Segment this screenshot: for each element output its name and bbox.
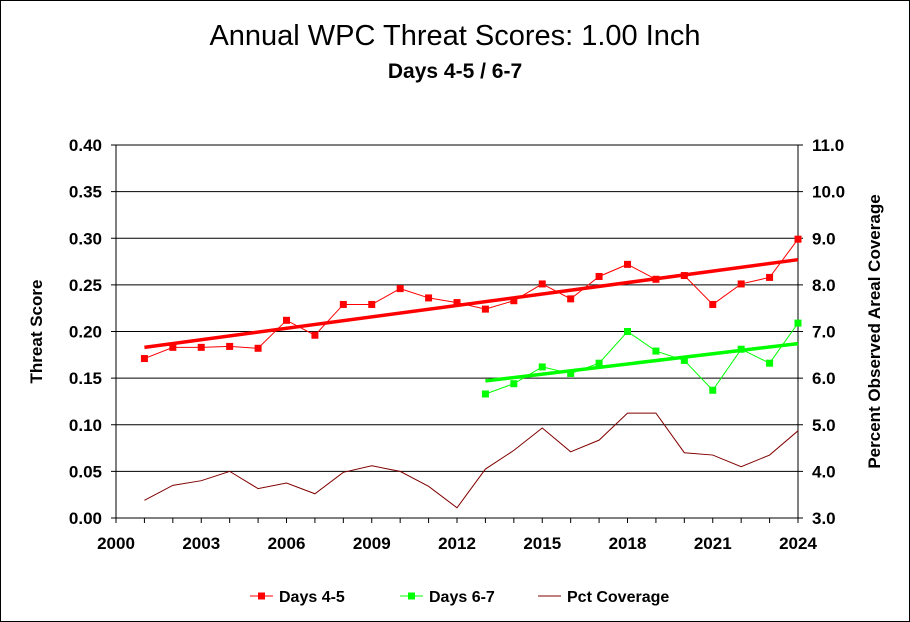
chart-subtitle: Days 4-5 / 6-7	[387, 60, 523, 83]
axis-ticks: 0.00 0.05 0.10 0.15 0.20 0.25 0.30 0.35 0.40 3.0 4…	[69, 136, 845, 553]
y2-tick-label: 11.0	[812, 136, 844, 155]
x-tick-label: 2000	[97, 534, 135, 553]
data-point-days-6-7	[709, 386, 717, 394]
data-point-days-4-5	[311, 331, 319, 339]
y-tick-label: 0.00	[69, 509, 102, 528]
legend: Days 4-5 Days 6-7 Pct Coverage	[250, 589, 669, 606]
y-tick-label: 0.15	[69, 369, 102, 388]
y2-tick-label: 5.0	[812, 416, 836, 435]
data-point-days-6-7	[680, 356, 688, 364]
data-point-days-6-7	[510, 380, 518, 388]
y2-tick-label: 3.0	[812, 509, 836, 528]
x-tick-label: 2012	[438, 534, 476, 553]
data-point-days-4-5	[624, 260, 631, 268]
series-line-days-6-7	[485, 322, 799, 395]
y2-tick-label: 6.0	[812, 369, 836, 388]
data-point-days-4-5	[396, 285, 404, 293]
data-point-days-6-7	[652, 347, 660, 355]
y2-tick-label: 8.0	[812, 276, 836, 295]
y-tick-label: 0.30	[69, 229, 102, 248]
legend-label-days-4-5: Days 4-5	[279, 589, 345, 606]
y-tick-label: 0.10	[69, 416, 102, 435]
data-point-days-4-5	[481, 305, 489, 313]
series-line-pct-coverage	[144, 412, 799, 509]
data-point-days-4-5	[538, 280, 546, 288]
chart-title: Annual WPC Threat Scores: 1.00 Inch	[209, 20, 701, 52]
trend-line-days-4-5	[144, 257, 799, 350]
data-point-days-4-5	[680, 272, 688, 280]
data-point-days-6-7	[766, 359, 774, 367]
y2-tick-label: 4.0	[812, 462, 836, 481]
data-point-days-4-5	[197, 343, 205, 351]
data-point-days-4-5	[140, 355, 148, 363]
data-point-days-4-5	[737, 280, 745, 288]
data-point-days-4-5	[226, 342, 234, 350]
data-point-days-4-5	[453, 299, 461, 307]
data-point-days-4-5	[709, 300, 717, 308]
data-point-days-6-7	[567, 369, 575, 377]
legend-label-pct-coverage: Pct Coverage	[567, 589, 669, 606]
data-point-days-4-5	[368, 300, 376, 308]
series-line-days-4-5	[144, 238, 799, 360]
data-point-days-4-5	[794, 235, 802, 243]
data-point-days-6-7	[538, 363, 546, 371]
y-tick-label: 0.40	[69, 136, 102, 155]
x-tick-label: 2024	[779, 534, 817, 553]
gridlines	[116, 191, 798, 472]
y2-tick-label: 10.0	[812, 183, 845, 202]
data-point-days-6-7	[481, 390, 489, 398]
data-point-days-6-7	[737, 345, 745, 353]
x-tick-label: 2006	[268, 534, 306, 553]
x-tick-label: 2009	[353, 534, 391, 553]
y2-tick-label: 7.0	[812, 323, 836, 342]
legend-label-days-6-7: Days 6-7	[429, 589, 495, 606]
y-axis-label: Threat Score	[27, 280, 46, 384]
series-layer	[140, 235, 802, 509]
data-point-days-4-5	[169, 343, 177, 351]
data-point-days-4-5	[510, 297, 518, 305]
data-point-days-4-5	[283, 316, 290, 324]
y-tick-label: 0.20	[69, 323, 102, 342]
data-point-days-4-5	[766, 273, 774, 281]
data-point-days-4-5	[652, 275, 660, 283]
trend-line-days-6-7	[485, 341, 799, 383]
data-point-days-4-5	[254, 344, 262, 352]
legend-marker-days-6-7	[408, 592, 415, 600]
data-point-days-4-5	[595, 272, 603, 280]
x-tick-label: 2003	[182, 534, 220, 553]
data-point-days-4-5	[567, 295, 575, 303]
y-tick-label: 0.25	[69, 276, 102, 295]
data-point-days-6-7	[794, 319, 802, 327]
y2-tick-label: 9.0	[812, 229, 836, 248]
legend-marker-days-4-5	[258, 592, 265, 600]
y-tick-label: 0.05	[69, 462, 102, 481]
y2-axis-label: Percent Observed Areal Coverage	[865, 194, 884, 468]
x-tick-label: 2018	[609, 534, 647, 553]
data-point-days-6-7	[624, 328, 631, 335]
x-tick-label: 2015	[523, 534, 561, 553]
data-point-days-4-5	[425, 294, 433, 302]
data-point-days-6-7	[595, 359, 603, 367]
y-tick-label: 0.35	[69, 183, 102, 202]
data-point-days-4-5	[339, 300, 347, 308]
x-tick-label: 2021	[694, 534, 732, 553]
